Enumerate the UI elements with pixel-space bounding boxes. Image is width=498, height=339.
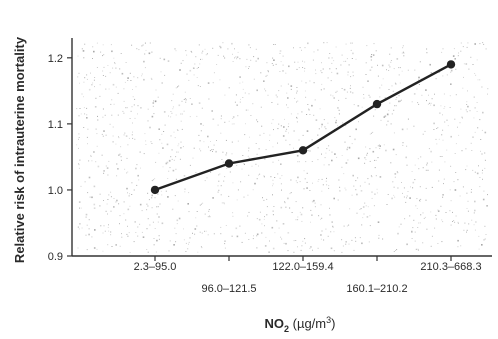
x-tick-label: 160.1–210.2	[346, 283, 407, 295]
y-tick-label: 1.1	[48, 119, 63, 131]
y-axis-title: Relative risk of intrauterine mortality	[12, 36, 27, 263]
series-line	[154, 63, 452, 192]
x-tick-label: 96.0–121.5	[201, 283, 256, 295]
data-point	[372, 99, 382, 109]
x-tick-label: 210.3–668.3	[420, 261, 481, 273]
data-point	[150, 185, 160, 195]
background-speckle	[76, 42, 489, 253]
x-axis-title-unit: (µg/m	[289, 316, 326, 331]
x-axis-title-sub: 2	[284, 324, 289, 334]
x-axis-ticks: 2.3–95.0 96.0–121.5 122.0–159.4 160.1–210.2…	[134, 256, 482, 295]
data-point	[298, 146, 308, 155]
x-axis-title: NO2 (µg/m3)	[265, 315, 336, 334]
x-axis-title-close: )	[331, 316, 335, 331]
y-tick-label: 1.0	[48, 185, 63, 197]
data-point	[224, 159, 234, 168]
series-markers	[150, 60, 456, 195]
data-point	[446, 60, 456, 69]
y-tick-label: 1.2	[48, 53, 63, 65]
x-axis-title-sup: 3	[326, 315, 331, 325]
x-axis-title-main: NO	[265, 316, 285, 331]
y-tick-label: 0.9	[48, 251, 63, 263]
y-axis-ticks: 0.9 1.0 1.1 1.2	[48, 53, 72, 263]
x-tick-label: 2.3–95.0	[134, 261, 177, 273]
x-tick-label: 122.0–159.4	[272, 261, 333, 273]
